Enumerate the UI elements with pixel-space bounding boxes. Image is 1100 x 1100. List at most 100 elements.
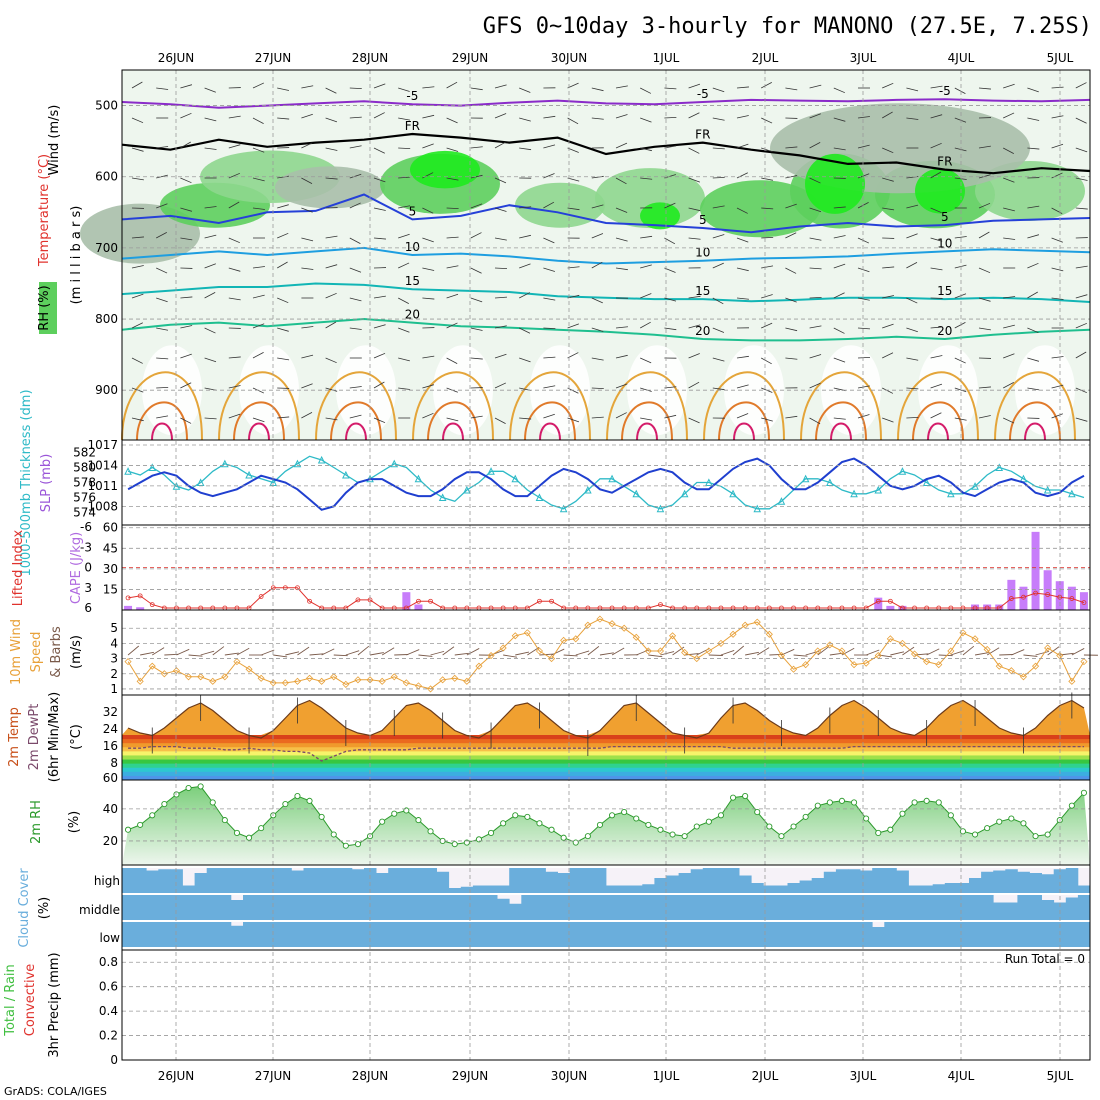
contour-label: -5 xyxy=(697,87,709,101)
wind-barb xyxy=(519,234,531,239)
wind-barb xyxy=(1027,205,1040,209)
hot-contour xyxy=(718,401,770,441)
wind-barb xyxy=(761,265,774,269)
rh2m-point xyxy=(996,818,1003,825)
cloud-cell xyxy=(509,922,522,947)
wind-barb xyxy=(204,417,217,420)
wind-barb xyxy=(1027,234,1040,239)
wind-barb xyxy=(422,384,435,389)
cloud-cell xyxy=(1065,897,1079,920)
cloud-cell xyxy=(291,922,304,947)
very-hot-contour xyxy=(345,422,367,441)
cloud-cell xyxy=(170,895,183,920)
cloud-cell xyxy=(630,922,643,947)
wind-speed-point xyxy=(717,639,725,647)
rh2m-point xyxy=(233,829,240,836)
cloud-cell xyxy=(472,895,486,920)
wind-barb-10m xyxy=(660,651,675,656)
cloud-cell xyxy=(920,885,934,893)
cloud-cell xyxy=(509,903,522,920)
wind-barb xyxy=(156,267,168,274)
cloud-cell xyxy=(944,922,958,947)
contour-label: -5 xyxy=(939,84,951,98)
cloud-cell xyxy=(243,895,256,920)
wind-barb xyxy=(252,207,265,210)
wind-barb xyxy=(398,117,411,121)
cloud-cell xyxy=(1077,922,1091,947)
cloud-cell xyxy=(569,922,583,947)
cloud-cell xyxy=(678,895,692,920)
wind-speed-point xyxy=(257,674,265,682)
rh2m-point xyxy=(125,826,132,833)
wind-barb-10m xyxy=(575,650,590,656)
cloud-cell xyxy=(666,875,679,893)
wind-barb xyxy=(954,322,966,329)
wind-speed-point xyxy=(305,674,314,682)
thickness-marker xyxy=(632,489,641,498)
wind-barb xyxy=(785,87,798,91)
temperature-contour xyxy=(121,193,1091,234)
wind-barb xyxy=(882,177,894,182)
wind-barb xyxy=(325,321,337,329)
lifted-index-point xyxy=(416,598,421,604)
wind-barb xyxy=(954,357,966,364)
wind-speed-point xyxy=(233,658,241,666)
wind-speed-point xyxy=(656,647,665,655)
wind-barb xyxy=(398,233,410,239)
rh2m-point xyxy=(633,815,640,822)
wind-tick: 4 xyxy=(110,636,118,650)
cloud-cell xyxy=(727,922,740,947)
wind-barb xyxy=(349,237,361,244)
rh2m-point xyxy=(1080,789,1087,796)
wind-barb xyxy=(833,292,845,299)
lifted-tick: 6 xyxy=(84,601,92,615)
cloud-cell xyxy=(194,873,208,893)
wind-barb xyxy=(156,357,169,360)
wind-barb xyxy=(277,357,290,361)
precip-axis-label: 3hr Precip (mm) xyxy=(47,952,62,1057)
cloud-cell xyxy=(267,895,280,920)
warm-contour xyxy=(509,371,591,441)
cloud-cell xyxy=(497,885,510,893)
thickness-marker xyxy=(245,470,253,479)
wind-barb xyxy=(640,235,653,239)
cloud-cell xyxy=(376,895,389,920)
wind-barb xyxy=(954,87,966,94)
wind-barb xyxy=(688,207,701,212)
bottom-day-label: 26JUN xyxy=(158,1069,195,1083)
wind-speed-point xyxy=(826,641,834,649)
wind-barb xyxy=(422,267,435,271)
wind-barb xyxy=(1003,83,1015,89)
wind-barb xyxy=(809,296,822,299)
wind-barb xyxy=(882,266,895,269)
wind-barb xyxy=(1051,356,1064,359)
wind-barb xyxy=(398,357,410,362)
wind-barb xyxy=(204,87,216,93)
wind-barb xyxy=(519,327,531,334)
contour-label: 15 xyxy=(405,274,420,288)
very-hot-contour xyxy=(151,422,173,441)
cloud-cell xyxy=(339,868,353,893)
cloud-cell xyxy=(351,922,365,947)
wind-barb xyxy=(882,323,894,329)
cloud-cell xyxy=(279,868,292,893)
rh2m-point xyxy=(959,828,967,835)
wind-barb xyxy=(785,203,797,209)
cloud-cell xyxy=(751,922,764,947)
temperature-band xyxy=(122,747,1090,752)
top-day-labels: 26JUN 27JUN 28JUN 29JUN 30JUN 1JUL 2JUL 3JUL 4JU… xyxy=(158,51,1074,65)
wind-barb xyxy=(543,267,555,272)
cape-tick: 60 xyxy=(103,521,118,535)
rh-shade-area xyxy=(640,202,680,230)
wind-barb xyxy=(591,416,604,419)
wind-barb xyxy=(446,322,458,329)
wind-speed-point xyxy=(136,677,144,685)
rh2m-point xyxy=(342,842,349,849)
wind-barb-10m xyxy=(962,645,975,656)
rh2m-point xyxy=(536,820,543,827)
wind-barb xyxy=(519,117,531,122)
wind-barb xyxy=(640,264,652,269)
wind-barb xyxy=(494,325,507,329)
wind-barb xyxy=(1051,143,1064,149)
bottom-day-label: 27JUN xyxy=(255,1069,292,1083)
